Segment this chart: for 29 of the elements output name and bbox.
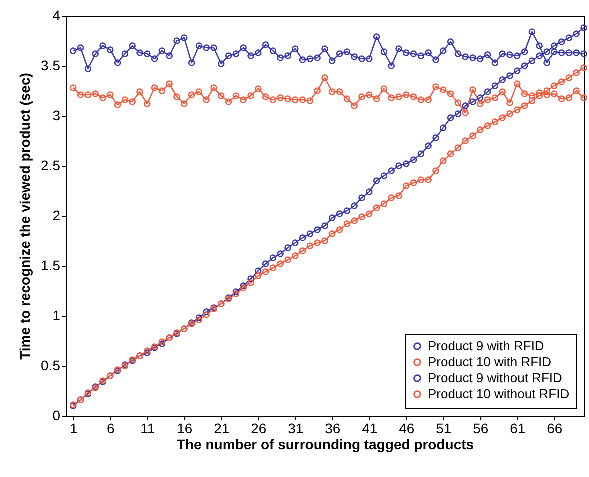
y-axis-title: Time to recognize the viewed product (sec) <box>17 73 34 360</box>
x-axis-title: The number of surrounding tagged products <box>176 436 474 452</box>
y-tick-label: 3.5 <box>41 58 61 74</box>
legend-label: Product 10 without RFID <box>428 386 570 402</box>
y-tick-label: 2.5 <box>41 158 61 174</box>
legend-label: Product 9 without RFID <box>428 370 562 386</box>
y-tick-label: 1.5 <box>41 258 61 274</box>
x-tick-label: 31 <box>288 420 304 436</box>
legend-label: Product 9 with RFID <box>428 338 544 354</box>
x-tick-label: 1 <box>70 420 78 436</box>
x-tick-label: 41 <box>362 420 378 436</box>
legend-label: Product 10 with RFID <box>428 354 552 370</box>
y-tick-label: 2 <box>52 208 61 224</box>
y-tick-label: 0 <box>52 408 61 424</box>
y-tick-label: 3 <box>52 108 61 124</box>
x-tick-label: 66 <box>547 420 563 436</box>
x-tick-label: 61 <box>510 420 526 436</box>
x-tick-label: 56 <box>473 420 489 436</box>
y-tick-label: 1 <box>52 308 61 324</box>
x-tick-label: 36 <box>325 420 341 436</box>
y-tick-label: 4 <box>52 8 61 24</box>
y-tick-label: 0.5 <box>41 358 61 374</box>
x-tick-label: 51 <box>436 420 452 436</box>
x-tick-label: 11 <box>140 420 156 436</box>
x-tick-label: 6 <box>107 420 115 436</box>
x-tick-label: 16 <box>177 420 193 436</box>
x-tick-label: 46 <box>399 420 415 436</box>
x-tick-label: 26 <box>251 420 267 436</box>
x-tick-label: 21 <box>214 420 230 436</box>
